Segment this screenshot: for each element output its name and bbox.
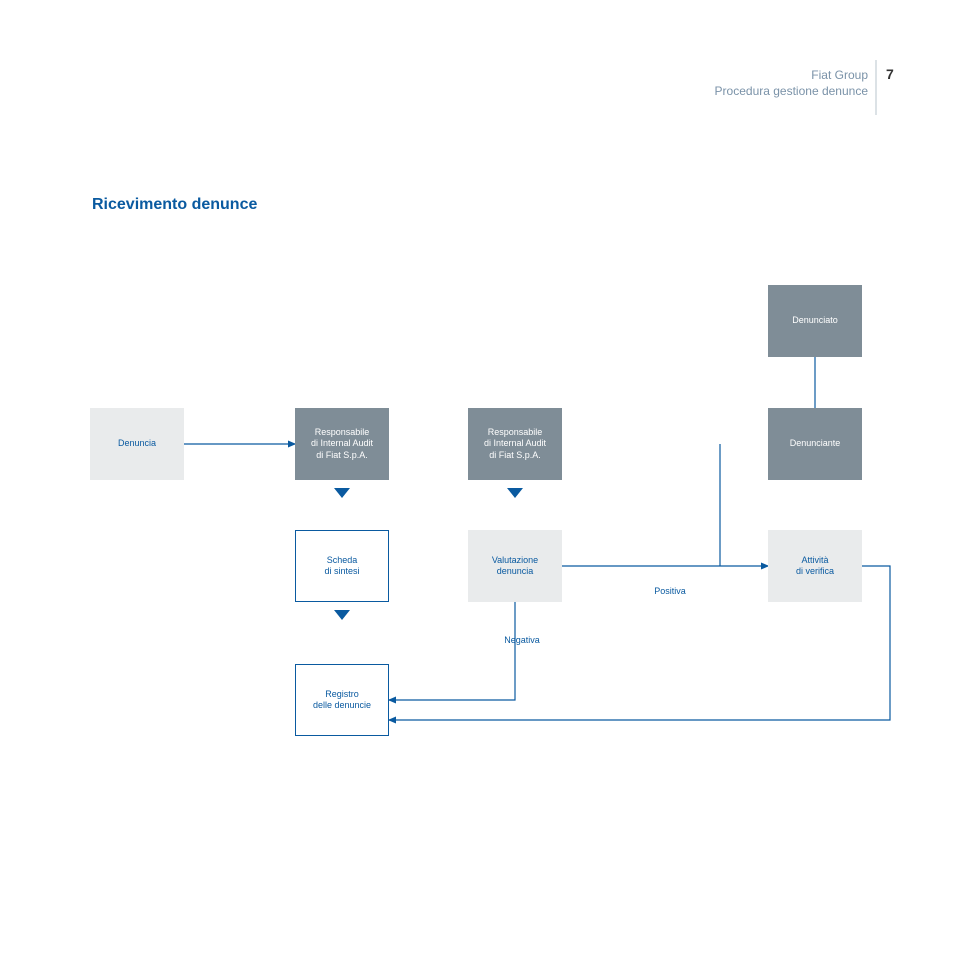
- node-negativa: Negativa: [492, 634, 552, 648]
- header-brand: Fiat Group Procedura gestione denunce: [715, 68, 868, 99]
- page-root: Fiat Group Procedura gestione denunce 7 …: [0, 0, 960, 960]
- down-triangle-resp2: [507, 488, 523, 498]
- node-registro-label: Registrodelle denuncie: [296, 689, 388, 712]
- node-resp2: Responsabiledi Internal Auditdi Fiat S.p…: [468, 408, 562, 480]
- node-registro: Registrodelle denuncie: [295, 664, 389, 736]
- node-scheda: Schedadi sintesi: [295, 530, 389, 602]
- node-denunciante: Denunciante: [768, 408, 862, 480]
- node-valutazione: Valutazionedenuncia: [468, 530, 562, 602]
- node-resp1: Responsabiledi Internal Auditdi Fiat S.p…: [295, 408, 389, 480]
- node-resp2-label: Responsabiledi Internal Auditdi Fiat S.p…: [468, 427, 562, 461]
- node-denunciante-label: Denunciante: [768, 438, 862, 449]
- edges-layer: [0, 0, 960, 960]
- down-triangle-resp1: [334, 488, 350, 498]
- node-valutazione-label: Valutazionedenuncia: [468, 555, 562, 578]
- node-denuncia: Denuncia: [90, 408, 184, 480]
- node-attivita: Attivitàdi verifica: [768, 530, 862, 602]
- header-brand-line1: Fiat Group: [715, 68, 868, 84]
- node-resp1-label: Responsabiledi Internal Auditdi Fiat S.p…: [295, 427, 389, 461]
- node-scheda-label: Schedadi sintesi: [296, 555, 388, 578]
- node-denunciato-label: Denunciato: [768, 315, 862, 326]
- node-attivita-label: Attivitàdi verifica: [768, 555, 862, 578]
- node-denunciato: Denunciato: [768, 285, 862, 357]
- node-denuncia-label: Denuncia: [90, 438, 184, 449]
- node-positiva-label: Positiva: [640, 586, 700, 597]
- page-number: 7: [886, 66, 894, 82]
- node-negativa-label: Negativa: [492, 635, 552, 646]
- node-positiva: Positiva: [640, 584, 700, 600]
- down-triangle-scheda: [334, 610, 350, 620]
- section-title: Ricevimento denunce: [92, 196, 257, 214]
- header-brand-line2: Procedura gestione denunce: [715, 84, 868, 100]
